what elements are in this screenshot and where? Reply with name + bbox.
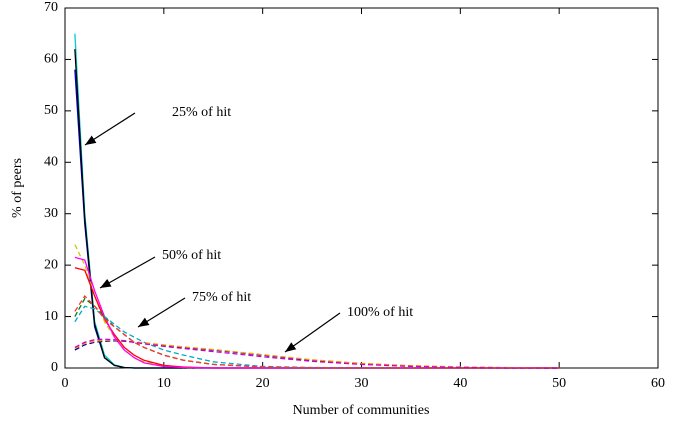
y-tick-label: 20: [44, 257, 58, 272]
series-line: [74, 49, 560, 369]
annotation: 100% of hit: [347, 305, 413, 320]
y-tick-label: 70: [44, 0, 58, 15]
annotation: 75% of hit: [192, 290, 251, 305]
x-tick-label: 20: [256, 376, 270, 391]
x-axis-label: Number of communities: [293, 403, 430, 418]
annotation: 50% of hit: [162, 248, 221, 263]
x-tick-label: 60: [651, 376, 665, 391]
y-tick-label: 0: [51, 360, 58, 375]
series-line: [74, 267, 560, 369]
y-tick-label: 60: [44, 52, 58, 67]
series-line: [74, 69, 560, 369]
series-line: [74, 256, 560, 369]
annotation-arrow: [84, 112, 136, 146]
annotation-arrow: [99, 256, 156, 289]
series-line: [74, 244, 560, 369]
y-tick-label: 30: [44, 206, 58, 221]
annotation-arrow: [284, 312, 341, 353]
y-tick-label: 10: [44, 309, 58, 324]
series-line: [74, 305, 560, 369]
x-tick-label: 50: [552, 376, 566, 391]
annotation: 25% of hit: [172, 105, 231, 120]
x-tick-label: 40: [453, 376, 467, 391]
y-tick-label: 50: [44, 103, 58, 118]
x-tick-label: 30: [355, 376, 369, 391]
annotation-arrow: [137, 297, 186, 328]
x-tick-label: 0: [62, 376, 69, 391]
series-line: [74, 33, 560, 369]
series-line: [74, 294, 560, 369]
series-line: [74, 297, 560, 369]
y-axis-label: % of peers: [10, 158, 25, 218]
y-tick-label: 40: [44, 155, 58, 170]
series-line: [74, 339, 560, 369]
x-tick-label: 10: [157, 376, 171, 391]
series-line: [74, 338, 560, 369]
